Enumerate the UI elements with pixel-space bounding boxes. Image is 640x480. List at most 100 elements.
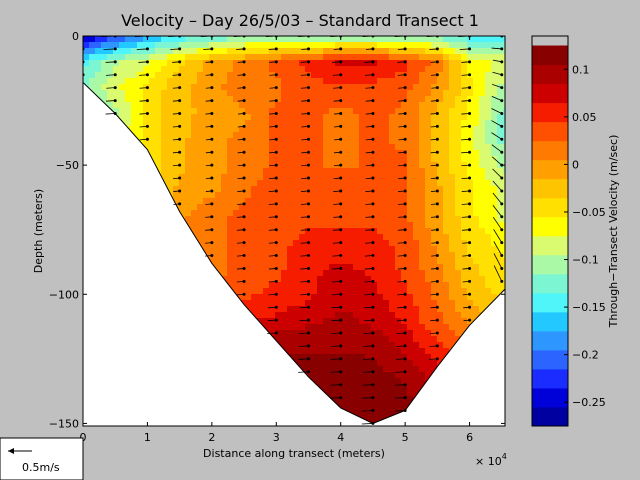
contour-cell xyxy=(299,264,306,271)
contour-cell xyxy=(197,36,204,43)
contour-cell xyxy=(395,198,402,205)
contour-cell xyxy=(185,48,192,55)
contour-cell xyxy=(467,60,474,67)
contour-cell xyxy=(413,312,420,319)
contour-cell xyxy=(119,42,126,49)
contour-cell xyxy=(299,132,306,139)
contour-cell xyxy=(269,270,276,277)
contour-cell xyxy=(221,162,228,169)
velocity-point xyxy=(274,124,278,128)
contour-cell xyxy=(341,330,348,337)
contour-cell xyxy=(101,78,108,85)
velocity-point xyxy=(371,241,375,245)
contour-cell xyxy=(155,72,162,79)
contour-cell xyxy=(329,120,336,127)
contour-cell xyxy=(317,228,324,235)
contour-cell xyxy=(329,306,336,313)
contour-cell xyxy=(233,210,240,217)
contour-cell xyxy=(239,288,246,295)
contour-cell xyxy=(245,132,252,139)
contour-cell xyxy=(365,276,372,283)
contour-cell xyxy=(353,84,360,91)
contour-cell xyxy=(419,210,426,217)
contour-cell xyxy=(215,66,222,73)
contour-cell xyxy=(305,54,312,61)
velocity-point xyxy=(371,47,375,51)
contour-cell xyxy=(377,288,384,295)
contour-cell xyxy=(299,192,306,199)
contour-cell xyxy=(449,192,456,199)
contour-cell xyxy=(287,336,294,343)
contour-cell xyxy=(293,264,300,271)
contour-cell xyxy=(311,174,318,181)
contour-cell xyxy=(233,258,240,265)
contour-cell xyxy=(191,36,198,43)
contour-cell xyxy=(359,144,366,151)
contour-cell xyxy=(341,138,348,145)
contour-cell xyxy=(461,210,468,217)
contour-cell xyxy=(335,342,342,349)
contour-cell xyxy=(119,102,126,109)
contour-cell xyxy=(311,48,318,55)
contour-cell xyxy=(377,342,384,349)
contour-cell xyxy=(263,138,270,145)
contour-cell xyxy=(323,270,330,277)
contour-cell xyxy=(443,288,450,295)
contour-cell xyxy=(245,66,252,73)
contour-cell xyxy=(455,102,462,109)
contour-cell xyxy=(497,72,504,79)
contour-cell xyxy=(353,306,360,313)
contour-cell xyxy=(371,384,378,391)
contour-cell xyxy=(395,114,402,121)
contour-cell xyxy=(161,54,168,61)
contour-cell xyxy=(251,168,258,175)
contour-cell xyxy=(311,276,318,283)
contour-cell xyxy=(275,228,282,235)
contour-cell xyxy=(179,162,186,169)
velocity-point xyxy=(306,279,310,283)
contour-cell xyxy=(437,90,444,97)
contour-cell xyxy=(287,186,294,193)
contour-cell xyxy=(107,60,114,67)
contour-cell xyxy=(209,54,216,61)
contour-cell xyxy=(389,276,396,283)
contour-cell xyxy=(245,126,252,133)
contour-cell xyxy=(383,372,390,379)
contour-cell xyxy=(365,270,372,277)
velocity-point xyxy=(210,254,214,258)
contour-cell xyxy=(467,222,474,229)
contour-cell xyxy=(419,378,426,385)
contour-cell xyxy=(185,42,192,49)
contour-cell xyxy=(323,300,330,307)
contour-cell xyxy=(383,204,390,211)
contour-cell xyxy=(119,96,126,103)
contour-cell xyxy=(341,294,348,301)
contour-cell xyxy=(305,234,312,241)
contour-cell xyxy=(389,204,396,211)
contour-cell xyxy=(275,126,282,133)
contour-cell xyxy=(161,144,168,151)
contour-cell xyxy=(377,324,384,331)
contour-cell xyxy=(431,168,438,175)
contour-cell xyxy=(287,246,294,253)
contour-cell xyxy=(293,120,300,127)
contour-cell xyxy=(383,336,390,343)
contour-cell xyxy=(215,72,222,79)
velocity-arrow xyxy=(362,397,373,399)
contour-cell xyxy=(209,198,216,205)
contour-cell xyxy=(269,156,276,163)
contour-cell xyxy=(269,84,276,91)
contour-cell xyxy=(329,198,336,205)
contour-cell xyxy=(131,78,138,85)
contour-cell xyxy=(467,246,474,253)
contour-cell xyxy=(251,36,258,43)
contour-cell xyxy=(251,180,258,187)
contour-cell xyxy=(479,252,486,259)
velocity-point xyxy=(339,266,343,270)
velocity-point xyxy=(274,279,278,283)
contour-cell xyxy=(497,180,504,187)
contour-cell xyxy=(335,294,342,301)
contour-cell xyxy=(299,306,306,313)
contour-cell xyxy=(395,258,402,265)
contour-cell xyxy=(371,378,378,385)
